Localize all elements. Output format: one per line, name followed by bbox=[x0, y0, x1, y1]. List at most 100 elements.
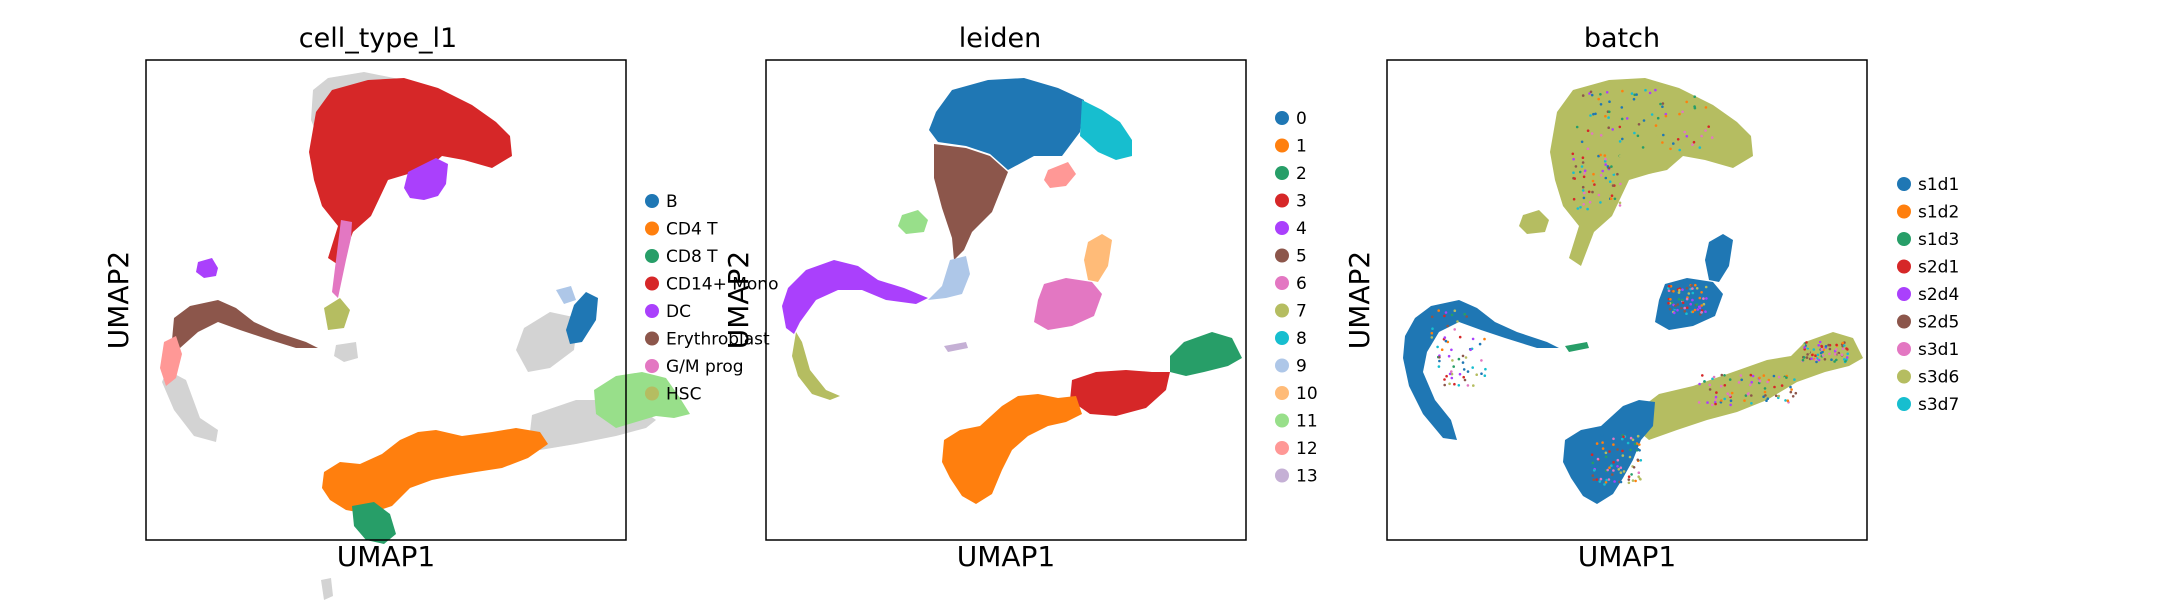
cell-point bbox=[1815, 360, 1818, 364]
cell-point bbox=[1637, 471, 1641, 475]
legend-label: 8 bbox=[1296, 329, 1307, 349]
cell-point bbox=[1705, 393, 1709, 397]
legend-marker bbox=[1275, 303, 1289, 318]
cell-point bbox=[1656, 116, 1660, 120]
plot-area bbox=[145, 59, 690, 600]
cell-point bbox=[1626, 441, 1630, 445]
legend-label: B bbox=[666, 192, 678, 212]
cell-point bbox=[1581, 94, 1585, 97]
cell-point bbox=[1462, 375, 1465, 379]
gm-prog-cluster bbox=[332, 220, 352, 298]
cell-point bbox=[1604, 455, 1608, 459]
cell-point bbox=[1438, 359, 1441, 363]
cell-point bbox=[1786, 399, 1790, 403]
legend-marker bbox=[1897, 397, 1911, 411]
cell-point bbox=[1807, 345, 1810, 349]
erythroblast-cluster bbox=[160, 336, 182, 386]
cell-point bbox=[1637, 123, 1641, 126]
cell-point bbox=[1450, 313, 1454, 317]
cell-point bbox=[1773, 385, 1776, 389]
dc-cluster bbox=[196, 258, 218, 278]
cell-point bbox=[1461, 361, 1465, 364]
cell-point bbox=[1483, 374, 1487, 378]
cluster-13-shape bbox=[944, 342, 968, 352]
cell-point bbox=[1764, 394, 1767, 397]
legend-item: s1d3 bbox=[1897, 230, 1959, 250]
cell-point bbox=[1618, 125, 1622, 129]
cell-point bbox=[1846, 352, 1849, 356]
cell-point bbox=[1603, 483, 1606, 486]
cell-point bbox=[1603, 159, 1607, 163]
cell-point bbox=[1670, 301, 1674, 304]
legend-label: 5 bbox=[1296, 247, 1307, 267]
cell-point bbox=[1784, 399, 1787, 402]
cell-point bbox=[1463, 312, 1466, 316]
cell-point bbox=[1766, 397, 1770, 401]
cell-point bbox=[1616, 172, 1619, 176]
cell-point bbox=[1610, 165, 1613, 168]
cell-point bbox=[1580, 165, 1584, 168]
cell-point bbox=[1711, 377, 1714, 381]
cell-point bbox=[1691, 287, 1694, 290]
legend-marker bbox=[1275, 111, 1289, 125]
cell-point bbox=[1450, 376, 1454, 380]
cell-point bbox=[1802, 343, 1806, 347]
legend-item: 1 bbox=[1275, 137, 1307, 157]
cell-point bbox=[1664, 112, 1668, 116]
cell-point bbox=[1691, 143, 1694, 146]
legend-item: CD14+ Mono bbox=[645, 275, 778, 295]
legend-item: s3d6 bbox=[1897, 368, 1959, 388]
cell-point bbox=[1685, 286, 1689, 290]
cell-point bbox=[1450, 370, 1453, 373]
cell-point bbox=[1791, 395, 1795, 398]
cell-point bbox=[1636, 434, 1640, 438]
cell-point bbox=[1802, 356, 1806, 359]
legend-item: 10 bbox=[1275, 384, 1318, 404]
cell-point bbox=[1639, 459, 1643, 462]
cell-point bbox=[1822, 348, 1825, 352]
legend-label: CD14+ Mono bbox=[666, 275, 778, 295]
cell-point bbox=[1595, 442, 1599, 445]
x-axis-label: UMAP1 bbox=[1578, 540, 1677, 573]
cell-point bbox=[1673, 306, 1677, 310]
cell-point bbox=[1805, 341, 1808, 344]
cell-point bbox=[1699, 313, 1702, 316]
cell-point bbox=[1777, 375, 1781, 379]
cell-point bbox=[1603, 154, 1607, 157]
legend-label: s1d3 bbox=[1918, 230, 1959, 250]
cell-point bbox=[1616, 448, 1619, 451]
cell-point bbox=[1581, 189, 1585, 192]
legend-marker bbox=[645, 194, 659, 208]
batch-region-tiny bbox=[1565, 342, 1589, 352]
cell-point bbox=[1607, 166, 1611, 170]
cell-point bbox=[1705, 297, 1708, 300]
legend-marker bbox=[1897, 287, 1911, 301]
cell-point bbox=[1719, 384, 1723, 388]
legend-item: 2 bbox=[1275, 164, 1307, 184]
cell-point bbox=[1591, 461, 1595, 465]
cell-point bbox=[1590, 132, 1594, 135]
legend-item: 6 bbox=[1275, 274, 1307, 294]
legend-marker bbox=[1275, 468, 1289, 483]
cell-point bbox=[1622, 470, 1626, 473]
cell-point bbox=[1627, 475, 1631, 479]
cell-point bbox=[1636, 458, 1640, 462]
legend-label: s3d7 bbox=[1918, 395, 1959, 415]
cell-point bbox=[1703, 380, 1706, 383]
cell-point bbox=[1583, 169, 1587, 172]
legend-marker bbox=[1275, 138, 1289, 153]
cell-point bbox=[1726, 392, 1729, 396]
legend-label: 0 bbox=[1296, 109, 1307, 129]
cell-point bbox=[1583, 191, 1586, 195]
cell-point bbox=[1684, 300, 1687, 304]
cell-point bbox=[1600, 434, 1604, 437]
cell-point bbox=[1466, 384, 1470, 387]
cell-point bbox=[1692, 140, 1696, 144]
legend-marker bbox=[1897, 177, 1911, 191]
cell-point bbox=[1777, 394, 1781, 398]
cell-point bbox=[1746, 392, 1750, 396]
cell-point bbox=[1762, 395, 1765, 399]
legend-marker bbox=[1897, 369, 1911, 384]
